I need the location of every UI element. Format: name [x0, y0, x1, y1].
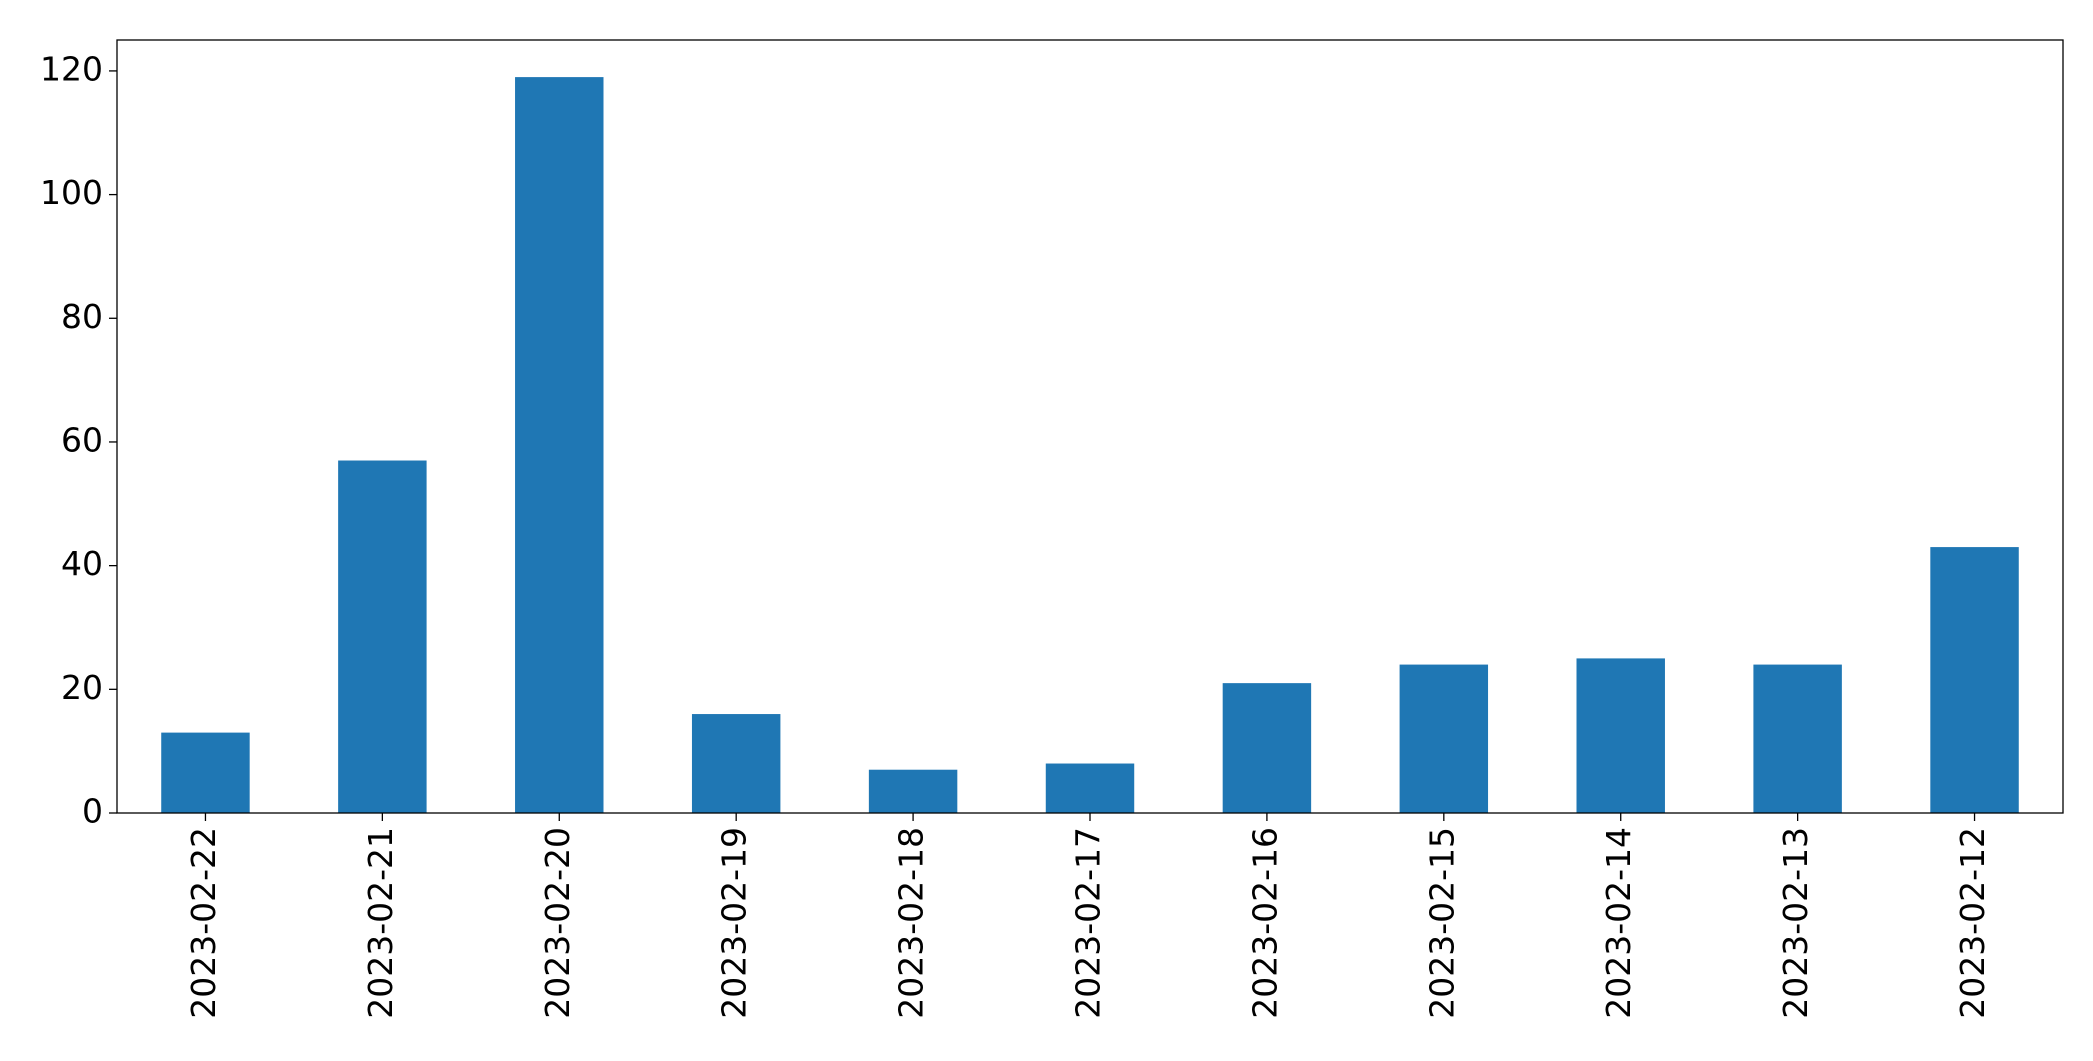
- x-tick-label: 2023-02-17: [1069, 827, 1108, 1019]
- bar: [691, 714, 781, 813]
- bar: [1045, 763, 1135, 813]
- bar: [1576, 658, 1665, 813]
- bar: [515, 77, 604, 813]
- x-tick-label: 2023-02-16: [1245, 827, 1284, 1019]
- x-tick-label: 2023-02-18: [892, 827, 931, 1019]
- y-tick-label: 60: [61, 420, 103, 459]
- x-tick-label: 2023-02-14: [1599, 827, 1638, 1019]
- x-tick-label: 2023-02-20: [538, 827, 577, 1019]
- x-tick-label: 2023-02-12: [1953, 827, 1992, 1019]
- bar: [161, 732, 250, 813]
- y-tick-label: 0: [82, 792, 103, 831]
- y-tick-label: 100: [40, 173, 103, 212]
- bar: [868, 769, 958, 813]
- y-tick-label: 80: [61, 297, 103, 336]
- y-tick-label: 40: [61, 544, 103, 583]
- x-tick-label: 2023-02-21: [361, 827, 400, 1019]
- bar: [338, 460, 427, 813]
- x-tick-label: 2023-02-13: [1776, 827, 1815, 1019]
- bar: [1930, 547, 2019, 813]
- x-tick-label: 2023-02-19: [715, 827, 754, 1019]
- bar: [1222, 683, 1312, 813]
- bar: [1753, 664, 1842, 813]
- bar: [1399, 664, 1489, 813]
- x-tick-label: 2023-02-15: [1422, 827, 1461, 1019]
- y-tick-label: 20: [61, 668, 103, 707]
- x-tick-label: 2023-02-22: [184, 827, 223, 1019]
- y-tick-label: 120: [40, 49, 103, 88]
- plot-frame: [116, 39, 2064, 814]
